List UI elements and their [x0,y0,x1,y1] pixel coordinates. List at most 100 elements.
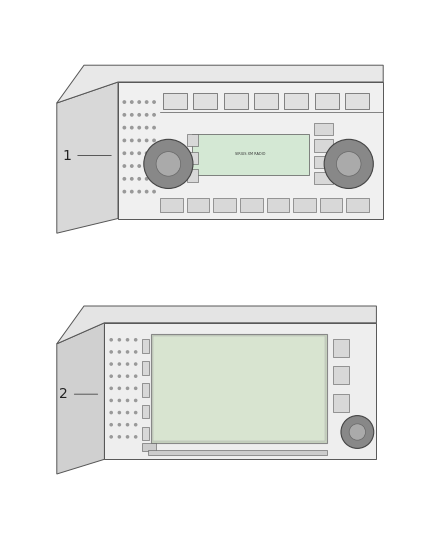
Bar [254,93,278,109]
Circle shape [138,177,141,180]
Text: SIRIUS XM RADIO: SIRIUS XM RADIO [235,152,266,156]
Circle shape [131,114,133,116]
Circle shape [118,351,120,353]
Circle shape [145,101,148,103]
Circle shape [127,351,129,353]
Circle shape [131,101,133,103]
Circle shape [153,101,155,103]
Bar [142,443,156,451]
Circle shape [110,424,112,426]
Circle shape [118,363,120,365]
Circle shape [118,338,120,341]
Circle shape [134,411,137,414]
Circle shape [110,338,112,341]
Circle shape [110,351,112,353]
Circle shape [134,351,137,353]
Bar [224,93,248,109]
Circle shape [134,338,137,341]
Circle shape [123,190,126,193]
Circle shape [123,126,126,129]
Circle shape [341,416,374,448]
Polygon shape [57,306,376,344]
Circle shape [336,151,361,176]
Polygon shape [57,323,104,474]
Circle shape [131,177,133,180]
Circle shape [127,411,129,414]
Bar [151,334,328,443]
Bar [314,172,333,184]
Bar [142,383,149,397]
Circle shape [138,190,141,193]
Bar [194,93,217,109]
Text: 2: 2 [59,387,68,401]
Circle shape [134,424,137,426]
Circle shape [118,375,120,377]
Circle shape [127,436,129,438]
Bar [142,426,149,440]
Circle shape [134,363,137,365]
Circle shape [145,114,148,116]
Circle shape [127,363,129,365]
Circle shape [145,139,148,142]
Polygon shape [118,82,383,219]
Circle shape [110,363,112,365]
Circle shape [127,338,129,341]
Circle shape [118,436,120,438]
Bar [314,93,339,109]
Circle shape [110,387,112,390]
Circle shape [123,139,126,142]
Circle shape [138,165,141,167]
Circle shape [127,387,129,390]
Circle shape [134,436,137,438]
Circle shape [145,126,148,129]
Circle shape [123,165,126,167]
Bar [320,198,342,212]
Circle shape [118,399,120,401]
Circle shape [145,177,148,180]
Circle shape [123,177,126,180]
Circle shape [110,399,112,401]
Circle shape [156,151,180,176]
Circle shape [110,375,112,377]
Bar [187,169,198,182]
Circle shape [127,399,129,401]
Circle shape [145,190,148,193]
Bar [314,123,333,135]
Bar [240,198,262,212]
Circle shape [153,165,155,167]
Circle shape [153,190,155,193]
Circle shape [153,177,155,180]
Circle shape [131,190,133,193]
Bar [148,450,328,455]
Bar [333,367,349,384]
Circle shape [127,375,129,377]
Circle shape [118,424,120,426]
Bar [187,134,198,146]
Bar [192,134,309,175]
Circle shape [138,139,141,142]
Circle shape [138,152,141,155]
Circle shape [134,387,137,390]
Circle shape [110,411,112,414]
Bar [345,93,369,109]
Circle shape [134,375,137,377]
Circle shape [145,165,148,167]
Circle shape [131,152,133,155]
Circle shape [123,101,126,103]
Bar [163,93,187,109]
Bar [346,198,369,212]
Bar [160,198,183,212]
Circle shape [131,139,133,142]
Circle shape [144,139,193,189]
Circle shape [127,424,129,426]
Circle shape [153,126,155,129]
Text: 1: 1 [63,149,71,163]
Bar [333,394,349,411]
Bar [213,198,236,212]
Circle shape [153,152,155,155]
Circle shape [118,411,120,414]
Circle shape [138,114,141,116]
Circle shape [123,152,126,155]
Bar [187,151,198,164]
Circle shape [134,399,137,401]
